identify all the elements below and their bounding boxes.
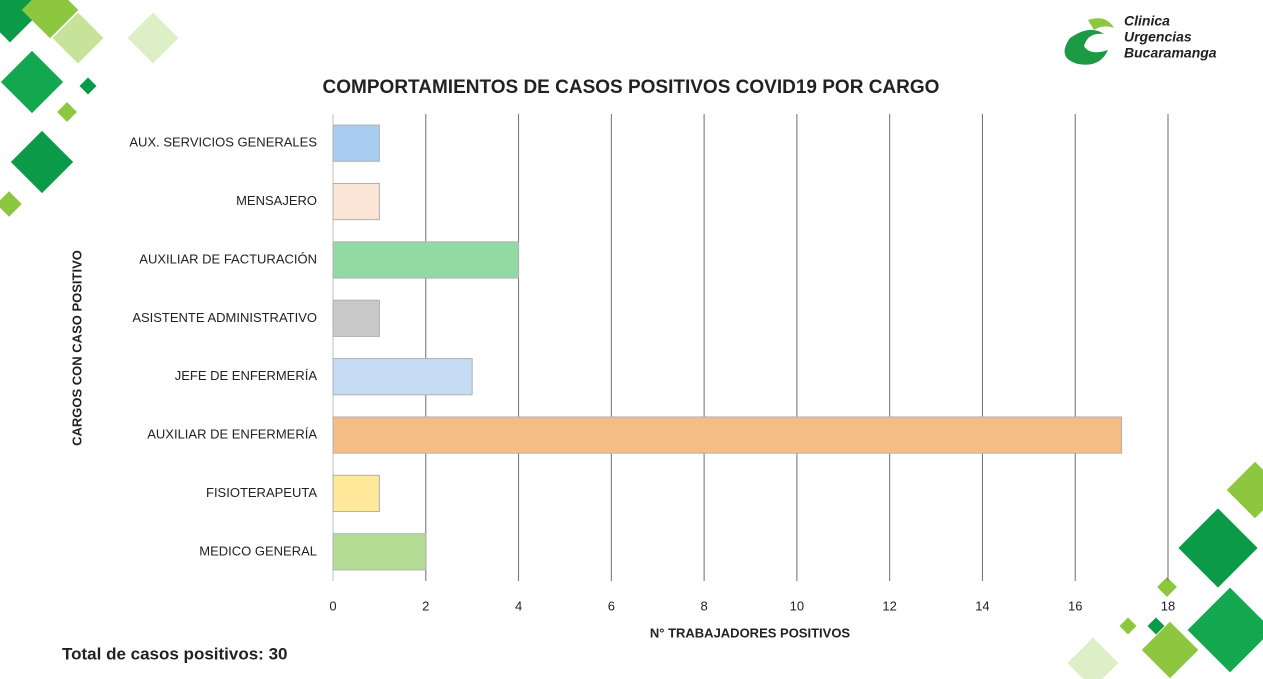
y-tick-label: MENSAJERO [236,193,317,208]
bar [333,242,519,278]
x-tick-label: 18 [1161,598,1175,613]
y-tick-label: MEDICO GENERAL [199,543,317,558]
logo-text: Urgencias [1124,29,1192,45]
bar [333,475,379,511]
x-tick-label: 14 [975,598,989,613]
x-tick-label: 0 [329,598,336,613]
logo-text: Bucaramanga [1124,45,1217,61]
x-tick-label: 12 [882,598,896,613]
x-tick-label: 16 [1068,598,1082,613]
decoration [0,0,1263,679]
bar [333,534,426,570]
x-tick-label: 8 [700,598,707,613]
slide: Clinica Urgencias Bucaramanga COMPORTAMI… [0,0,1263,679]
x-tick-label: 4 [515,598,522,613]
x-tick-label: 6 [608,598,615,613]
y-tick-label: AUXILIAR DE ENFERMERÍA [147,427,317,442]
y-tick-label: AUX. SERVICIOS GENERALES [129,135,317,150]
bar [333,183,379,219]
bar [333,300,379,336]
bar [333,417,1122,453]
x-tick-label: 10 [790,598,804,613]
logo-text: Clinica [1124,13,1170,29]
y-tick-label: AUXILIAR DE FACTURACIÓN [139,251,317,266]
chart-title: COMPORTAMIENTOS DE CASOS POSITIVOS COVID… [323,77,940,98]
footer-note: Total de casos positivos: 30 [62,644,287,663]
x-tick-label: 2 [422,598,429,613]
y-tick-label: ASISTENTE ADMINISTRATIVO [132,310,317,325]
y-tick-label: JEFE DE ENFERMERÍA [175,368,318,383]
y-tick-label: FISIOTERAPEUTA [206,485,317,500]
x-axis-label: N° TRABAJADORES POSITIVOS [650,625,851,640]
bar [333,359,472,395]
bar [333,125,379,161]
y-axis-label: CARGOS CON CASO POSITIVO [69,250,84,446]
